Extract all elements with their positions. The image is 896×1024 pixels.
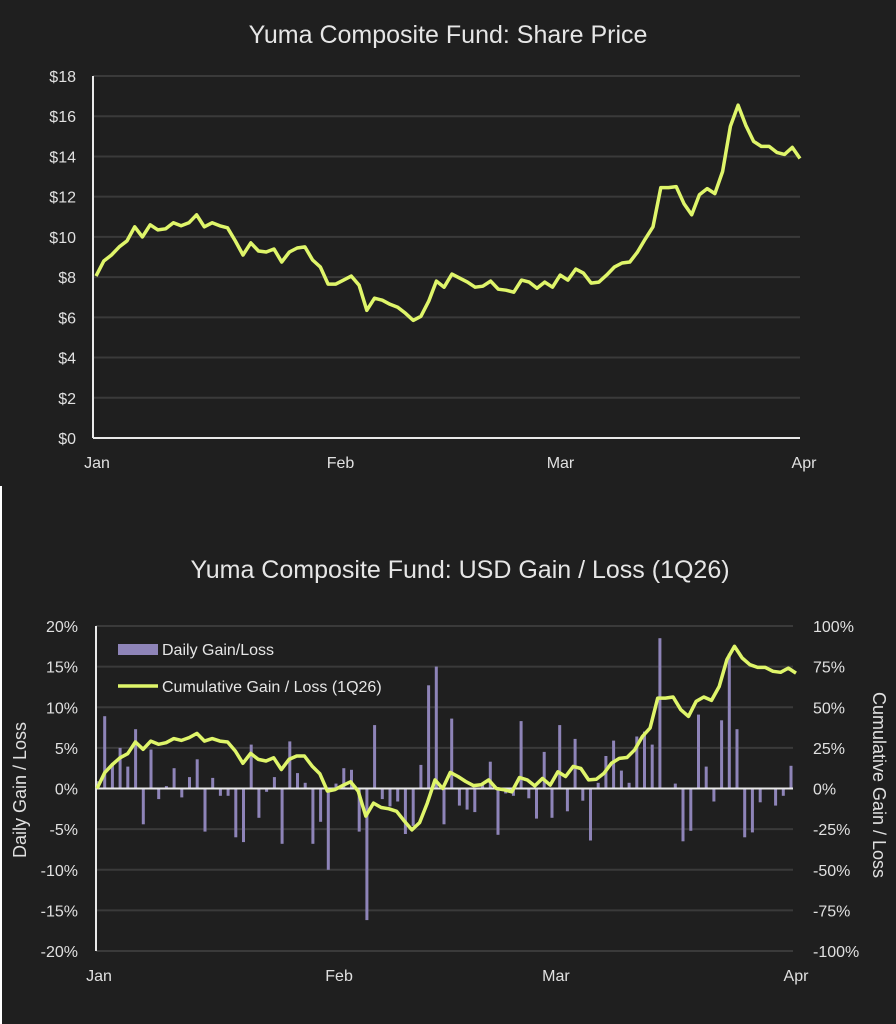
axes — [92, 76, 800, 439]
x-axis-tick-labels: Jan Feb Mar Apr — [84, 455, 817, 472]
y-tick-label: $18 — [49, 69, 76, 86]
y-tick-label: $4 — [58, 351, 76, 368]
x-tick-label: Feb — [327, 455, 355, 472]
y-axis-tick-labels: $0 $2 $4 $6 $8 $10 $12 $14 $16 $18 — [49, 69, 76, 448]
y-tick-label: $0 — [58, 431, 76, 448]
x-tick-label: Mar — [547, 455, 575, 472]
y-tick-label: $10 — [49, 230, 76, 247]
bottom-panel-background — [2, 486, 896, 1024]
y-tick-label: $8 — [58, 270, 76, 287]
y-tick-label: $2 — [58, 391, 76, 408]
y-tick-label: $16 — [49, 109, 76, 126]
top-panel-background — [0, 0, 896, 486]
y-tick-label: $14 — [49, 149, 76, 166]
share-price-chart: Yuma Composite Fund: Share Price $0$2$4$… — [49, 21, 817, 472]
x-tick-label: Jan — [84, 455, 110, 472]
x-tick-label: Apr — [792, 455, 818, 472]
chart-title: Yuma Composite Fund: Share Price — [249, 21, 648, 49]
share-price-line — [94, 103, 802, 323]
y-tick-label: $12 — [49, 190, 76, 207]
y-gridlines — [93, 75, 800, 439]
y-tick-label: $6 — [58, 310, 76, 327]
